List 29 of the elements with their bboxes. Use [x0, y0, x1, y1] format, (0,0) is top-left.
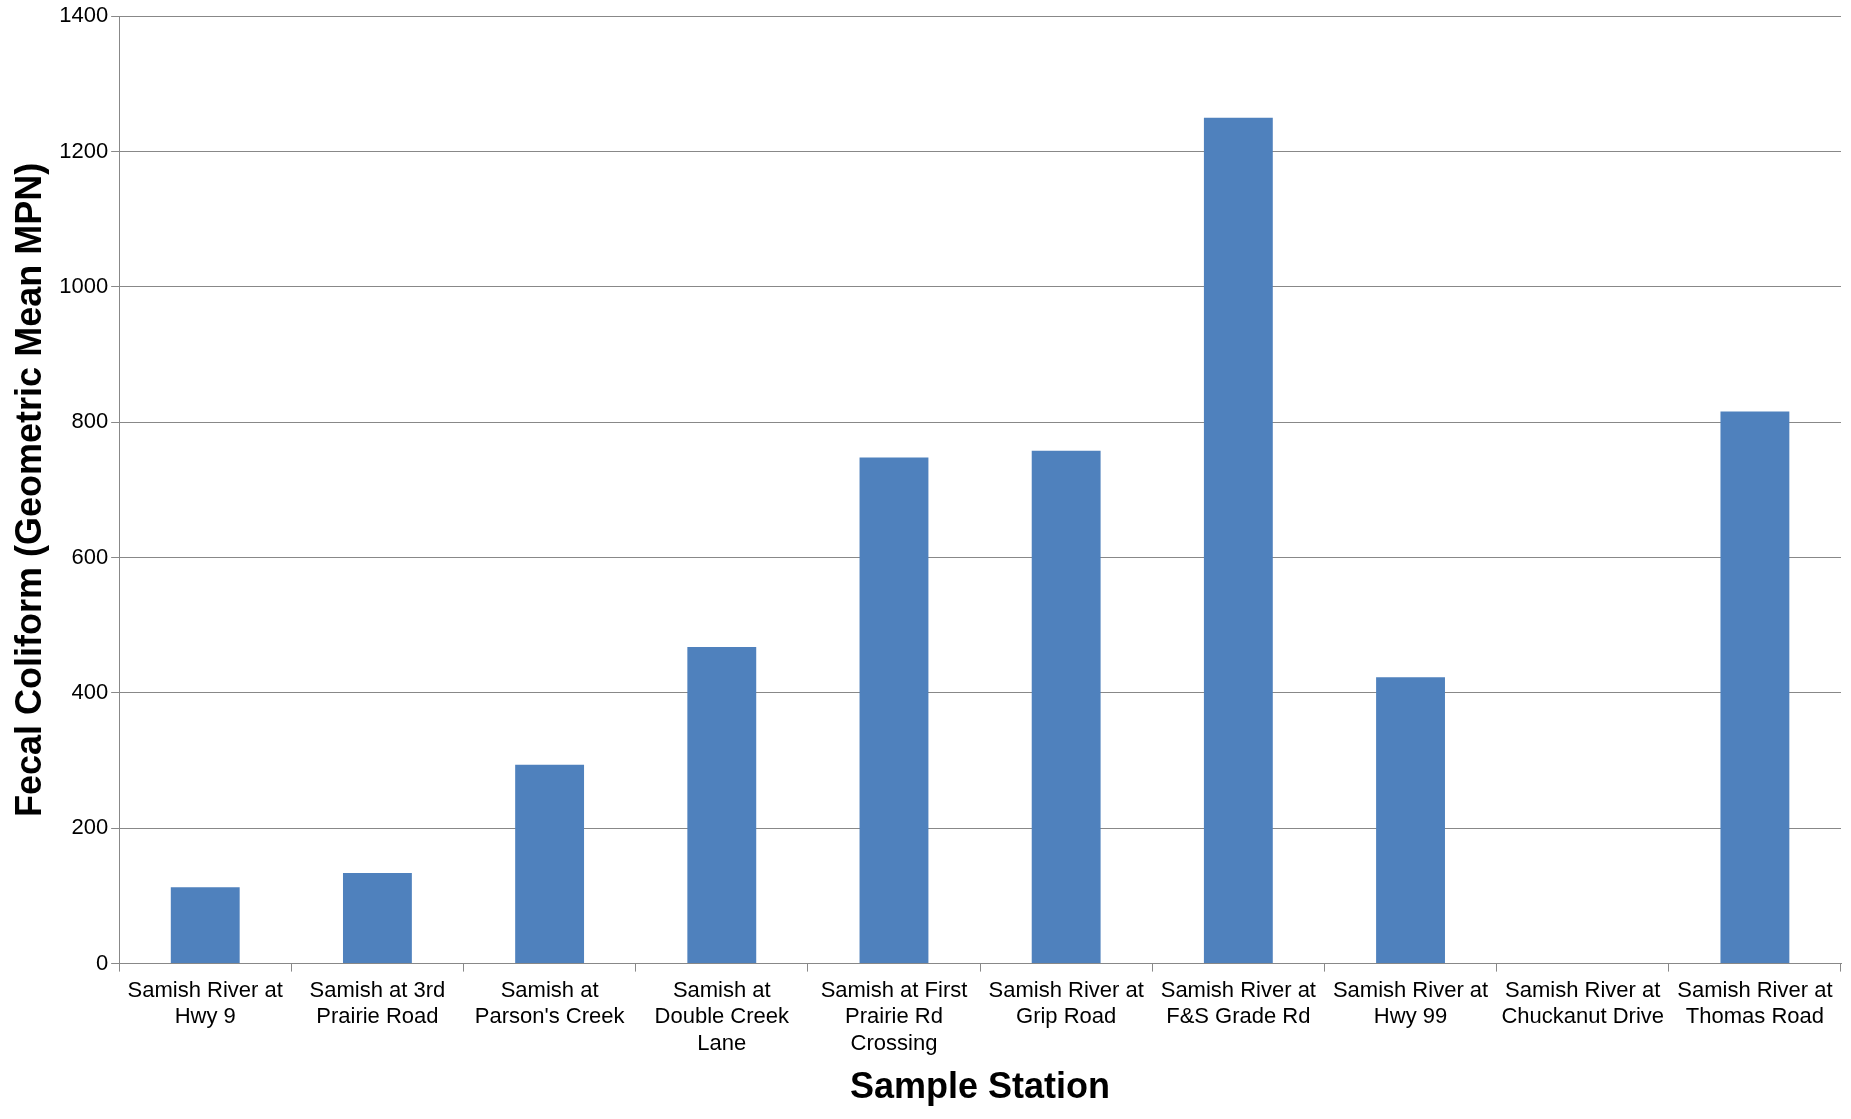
bar: [515, 764, 585, 964]
y-axis-title: Fecal Coliform (Geometric Mean MPN): [7, 162, 49, 817]
x-tick-label: Samish at Double Creek Lane: [654, 976, 791, 1055]
x-tick-label: Samish River at Hwy 9: [127, 976, 283, 1029]
bar: [1720, 411, 1790, 964]
x-axis-title: Sample Station: [850, 1065, 1111, 1107]
y-tick-label: 1000: [59, 272, 109, 298]
bar: [859, 457, 929, 964]
y-tick-label: 200: [71, 814, 109, 840]
x-tick-label: Samish River at Hwy 99: [1332, 976, 1489, 1029]
x-tick-label: Samish at 3rd Prairie Road: [309, 976, 446, 1029]
y-tick-label: 1200: [59, 137, 109, 163]
bar: [1031, 450, 1101, 964]
y-tick-label: 0: [95, 949, 109, 975]
bar: [170, 887, 240, 964]
x-tick-label: Samish River at F&S Grade Rd: [1160, 976, 1316, 1029]
y-tick-label: 800: [71, 408, 109, 434]
x-tick-label: Samish River at Chuckanut Drive: [1501, 976, 1665, 1029]
x-tick-label: Samish River at Thomas Road: [1677, 976, 1833, 1029]
x-tick-label: Samish at Parson's Creek: [474, 976, 626, 1029]
x-tick-label: Samish at First Prairie Rd Crossing: [820, 976, 968, 1055]
y-tick-label: 600: [71, 543, 109, 569]
bar: [1376, 677, 1445, 964]
y-tick-label: 400: [71, 678, 109, 704]
x-tick-label: Samish River at Grip Road: [988, 976, 1144, 1029]
bar: [342, 872, 412, 964]
y-tick-label: 1400: [59, 2, 109, 28]
bar: [1203, 117, 1273, 964]
bar: [687, 646, 757, 964]
